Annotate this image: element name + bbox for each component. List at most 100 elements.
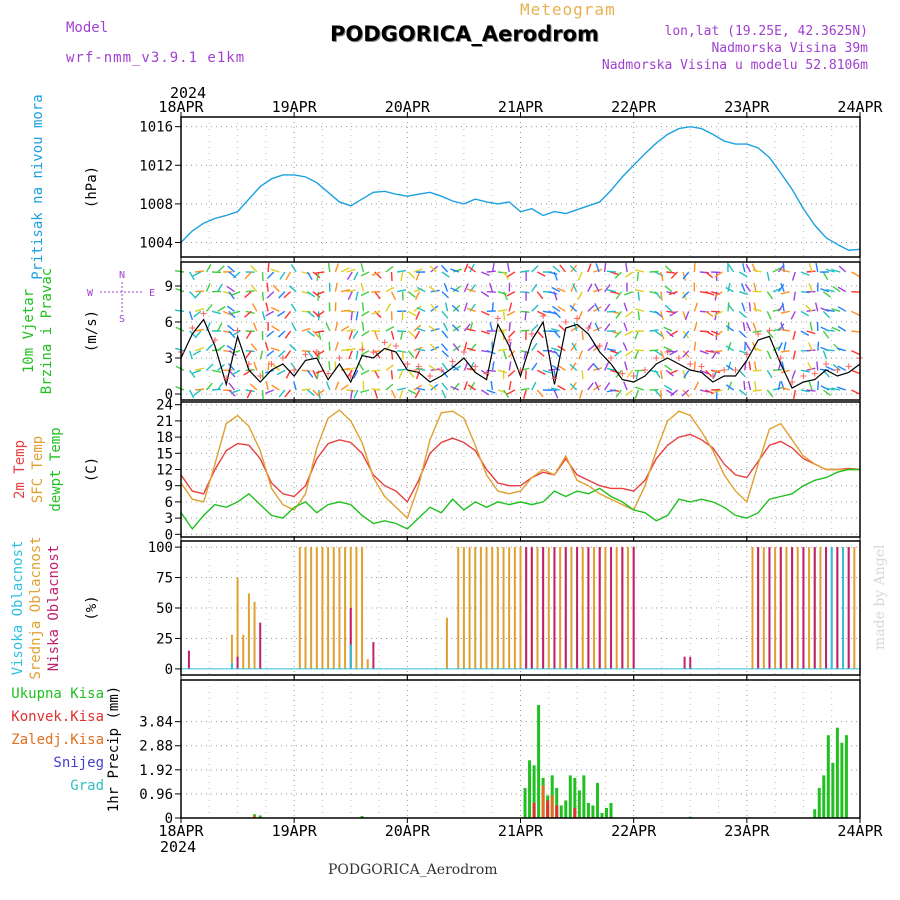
wind-arrow [428,364,437,371]
wind-arrow [265,310,275,317]
bar-srednja-oblacnost [853,547,856,669]
wind-arrow [743,380,746,391]
wind-arrow [312,271,321,279]
wind-arrow [508,341,512,351]
wind-arrow [693,302,699,312]
wind-arrow [390,291,397,301]
wind-arrow [361,302,365,312]
bar-niska-oblacnost [683,656,686,669]
bar-zaledj-kisa [253,815,257,818]
wind-arrow [817,341,820,351]
wind-arrow [315,291,325,296]
wind-arrow [396,289,407,293]
compass-south: S [119,314,125,325]
wind-arrow [838,265,847,273]
wind-arrow [753,282,757,292]
wind-arrow [231,369,241,376]
wind-arrow [654,330,663,337]
bar-ukupna-kisa [840,742,844,818]
wind-arrow [266,330,275,338]
compass-east: E [149,288,155,299]
wind-arrow [738,310,747,318]
x-tick-label-top: 21APR [498,98,544,116]
y-tick-label: 1004 [139,236,173,252]
wind-arrow [814,302,819,312]
wind-arrow [390,370,394,380]
wind-arrow [668,369,678,375]
wind-arrow [385,326,395,332]
wind-arrow [593,268,603,273]
wind-arrow [415,370,421,380]
wind-arrow [738,330,747,338]
series-line-sfc-temp [180,409,860,520]
bar-srednja-oblacnost [230,634,233,669]
wind-arrow [851,350,860,356]
wind-arrow [340,325,350,332]
wind-arrow [385,383,394,391]
wind-arrow [522,389,527,399]
wind-arrow [832,285,841,293]
wind-arrow [416,286,426,293]
wind-arrow [374,291,381,300]
wind-arrow [693,341,697,351]
wind-arrow [316,350,325,357]
wind-arrow [581,370,584,380]
wind-arrow [466,288,476,293]
wind-arrow [416,367,426,372]
bar-srednja-oblacnost [774,547,777,669]
bar-srednja-oblacnost [253,601,256,669]
wind-arrow [414,330,421,340]
wind-arrow [587,304,595,312]
wind-arrow [806,270,816,273]
wind-arrow [231,330,241,337]
wind-arrow [747,381,752,391]
wind-arrow [634,389,639,399]
bar-visoka-oblacnost [349,644,352,669]
wind-arrow [267,262,270,273]
bar-srednja-oblacnost [457,547,460,669]
wind-arrow [615,291,623,300]
series-line-speed [180,318,861,389]
wind-arrow [385,265,394,273]
wind-arrow [705,271,714,279]
wind-arrow [537,369,546,376]
wind-arrow [195,367,205,372]
wind-arrow [603,341,609,351]
bar-niska-oblacnost [598,547,601,669]
wind-arrow [622,342,628,351]
wind-arrow [553,389,559,399]
wind-arrow [252,322,258,332]
wind-arrow [217,305,226,312]
bar-ukupna-kisa [817,787,821,818]
bar-niska-oblacnost [564,547,567,669]
wind-arrow [851,330,861,333]
wind-arrow [316,310,325,317]
wind-arrow [211,310,221,315]
wind-arrow [334,381,340,391]
wind-arrow [569,383,578,391]
wind-arrow [610,290,620,295]
wind-arrow [396,387,407,391]
bar-niska-oblacnost [813,547,816,669]
wind-arrow [312,330,320,338]
wind-arrow [714,291,723,298]
legend-label: Brzina i Pravac [39,268,55,394]
wind-arrow [346,268,356,273]
x-tick-label-bottom: 22APR [611,822,657,840]
bar-srednja-oblacnost [338,547,341,669]
wind-arrow [284,389,292,398]
wind-arrow [408,389,417,395]
wind-arrow [192,369,202,375]
wind-arrow [625,310,634,318]
legend-label: SFC Temp [30,436,46,503]
wind-arrow [227,324,235,332]
wind-arrow [507,369,516,377]
wind-arrow [625,389,634,397]
wind-arrow [397,269,407,273]
meteogram-label: Meteogram [520,0,616,19]
legend-label: Niska Oblacnost [46,545,62,671]
wind-arrow [800,369,810,373]
wind-arrow [610,350,620,355]
wind-arrow [325,381,331,391]
legend-label: Zaledj.Kisa [11,732,104,748]
